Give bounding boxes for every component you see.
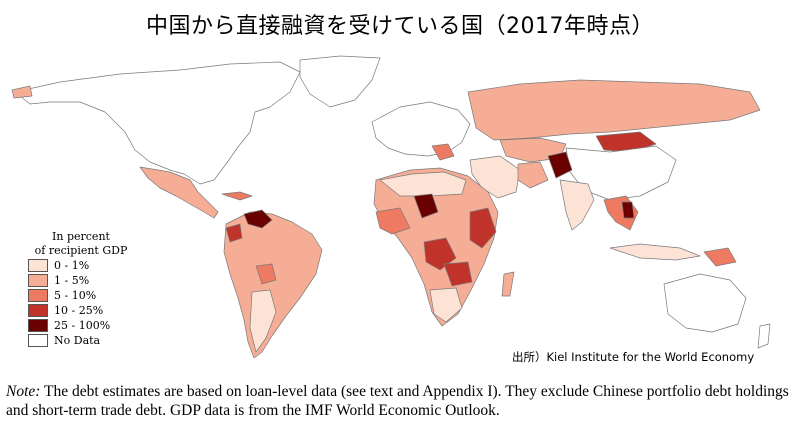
india-region [559,179,595,231]
indonesia-region [609,243,701,261]
world-map [11,55,771,359]
footnote-label: Note: [6,383,41,400]
balkans-region [431,143,455,161]
source-credit: 出所）Kiel Institute for the World Economy [512,350,755,364]
south-america-region [223,211,323,359]
argentina-region [249,289,277,353]
north-america-region [14,61,301,185]
iran-region [517,161,549,189]
niger-region [413,193,439,219]
legend-title-line1: In percent [52,230,110,243]
legend-item: 0 - 1% [22,258,140,273]
legend-swatch [28,319,48,332]
legend-swatch [28,259,48,272]
venezuela-region [243,209,273,229]
legend-title-line2: of recipient GDP [34,244,128,257]
footnote: Note: The debt estimates are based on lo… [6,382,796,420]
new-zealand-region [757,323,771,349]
papua-region [703,247,737,267]
legend-label: 10 - 25% [54,303,104,317]
mexico-region [139,166,219,219]
alaska-patch [11,85,33,99]
legend-swatch [28,274,48,287]
australia-region [663,273,747,333]
west-africa-region [375,207,411,235]
east-africa-region [469,207,497,249]
europe-region [371,101,471,157]
map-legend: In percent of recipient GDP 0 - 1% 1 - 5… [22,230,140,348]
south-africa-region [429,287,463,323]
map-title: 中国から直接融資を受けている国（2017年時点） [146,14,654,39]
zambia-region [443,261,473,287]
greenland-region [299,55,381,108]
legend-label: 25 - 100% [54,318,111,332]
legend-item: 25 - 100% [22,318,140,333]
madagascar-region [501,271,515,297]
legend-swatch [28,304,48,317]
footnote-text: The debt estimates are based on loan-lev… [6,383,789,419]
legend-item: 1 - 5% [22,273,140,288]
legend-item: No Data [22,333,140,348]
russia-region [467,79,761,141]
legend-swatch [28,334,48,347]
legend-label: 5 - 10% [54,288,97,302]
legend-item: 5 - 10% [22,288,140,303]
legend-swatch [28,289,48,302]
ecuador-region [225,223,243,243]
pakistan-region [547,151,573,179]
caribbean-region [221,191,253,201]
legend-label: 1 - 5% [54,273,90,287]
legend-label: No Data [54,333,101,347]
bolivia-region [255,263,277,285]
legend-item: 10 - 25% [22,303,140,318]
legend-label: 0 - 1% [54,258,90,272]
north-africa-region [379,171,467,197]
laos-region [621,201,635,219]
china-region [565,145,677,201]
